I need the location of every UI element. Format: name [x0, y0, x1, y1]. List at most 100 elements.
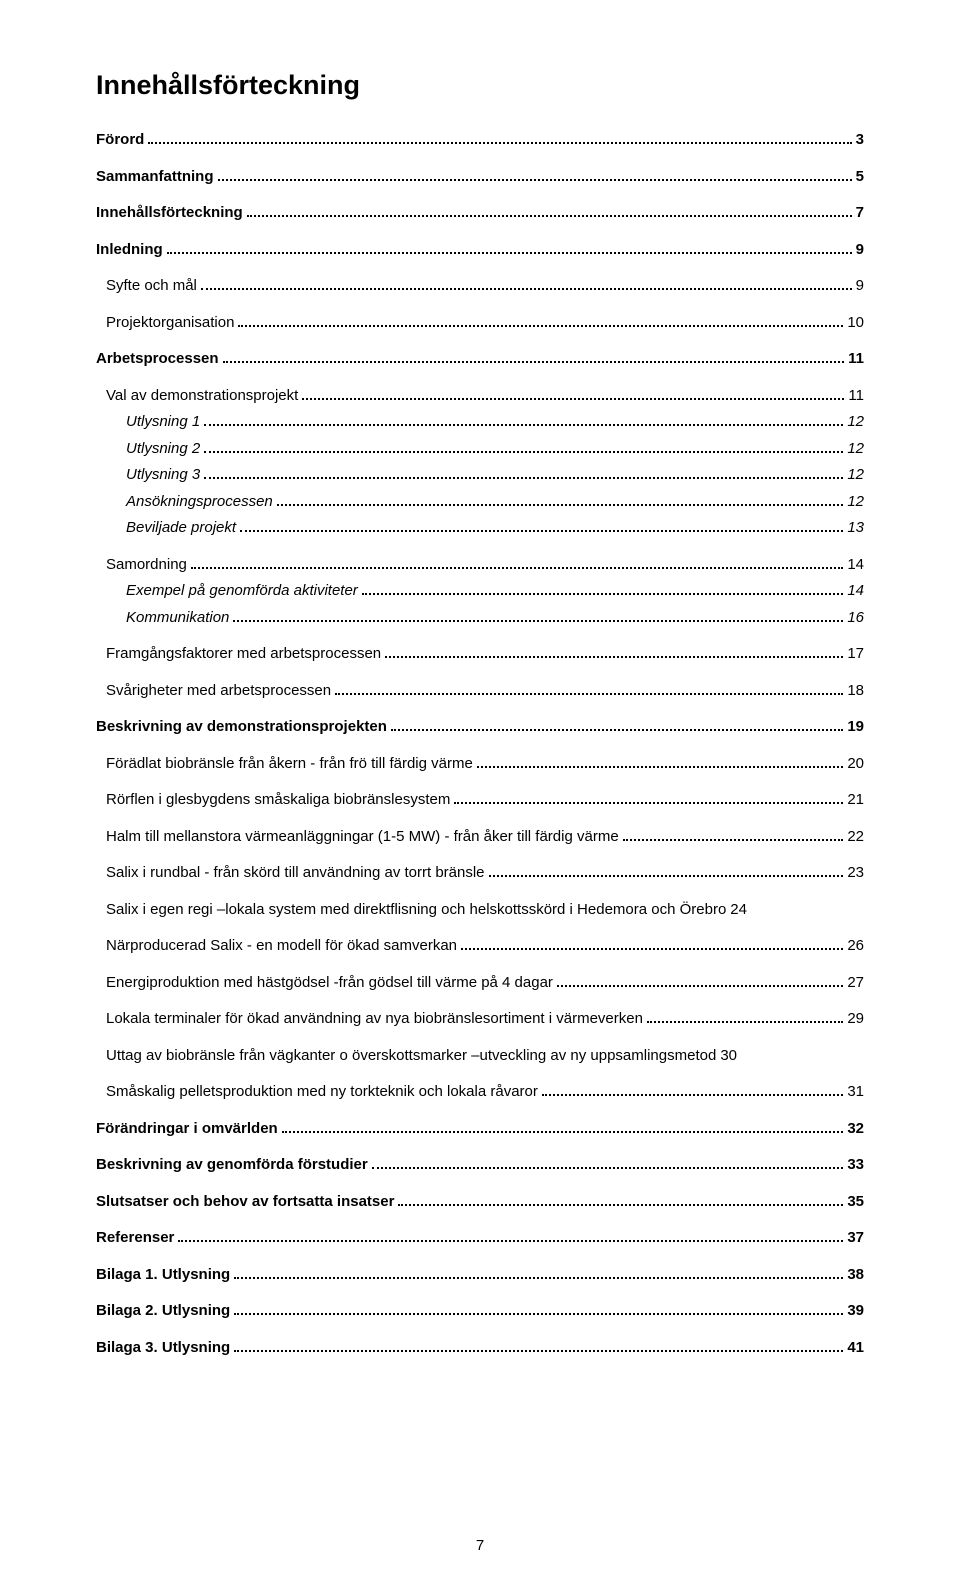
- toc-entry-page: 32: [847, 1118, 864, 1141]
- toc-entry-page: 14: [847, 580, 864, 603]
- toc-leader: [398, 1193, 843, 1206]
- toc-leader: [233, 609, 843, 622]
- toc-leader: [477, 755, 843, 768]
- toc-entry: Bilaga 1. Utlysning38: [96, 1264, 864, 1287]
- toc-entry-label: Arbetsprocessen: [96, 348, 219, 371]
- toc-leader: [178, 1229, 843, 1242]
- toc-leader: [302, 387, 844, 400]
- toc-entry-page: 29: [847, 1008, 864, 1031]
- toc-entry: Exempel på genomförda aktiviteter 14: [96, 580, 864, 603]
- toc-leader: [238, 314, 843, 327]
- toc-entry-label: Förändringar i omvärlden: [96, 1118, 278, 1141]
- toc-entry: Beskrivning av genomförda förstudier33: [96, 1154, 864, 1177]
- toc-entry-label: Beskrivning av demonstrationsprojekten: [96, 716, 387, 739]
- page-title: Innehållsförteckning: [96, 70, 864, 101]
- toc-entry-page: 33: [847, 1154, 864, 1177]
- toc-entry: Förord3: [96, 129, 864, 152]
- toc-entry-page: 26: [847, 935, 864, 958]
- toc-entry-page: 22: [847, 826, 864, 849]
- toc-entry: Energiproduktion med hästgödsel -från gö…: [96, 972, 864, 995]
- toc-entry-page: 35: [847, 1191, 864, 1214]
- toc-entry: Projektorganisation10: [96, 312, 864, 335]
- toc-leader: [489, 864, 844, 877]
- toc-entry-page: 39: [847, 1300, 864, 1323]
- toc-entry: Slutsatser och behov av fortsatta insats…: [96, 1191, 864, 1214]
- toc-entry-page: 14: [847, 554, 864, 577]
- toc-entry-label: Exempel på genomförda aktiviteter: [126, 580, 358, 603]
- toc-entry: Innehållsförteckning7: [96, 202, 864, 225]
- toc-leader: [234, 1266, 843, 1279]
- toc-leader: [234, 1302, 843, 1315]
- toc-entry-page: 21: [847, 789, 864, 812]
- toc-leader: [557, 974, 843, 987]
- toc-leader: [234, 1339, 843, 1352]
- toc-leader: [191, 556, 843, 569]
- toc-entry-page: 13: [847, 517, 864, 540]
- toc-entry-page: 20: [847, 753, 864, 776]
- toc-leader: [148, 131, 851, 144]
- toc-entry-page: 41: [847, 1337, 864, 1360]
- toc-leader: [204, 413, 843, 426]
- toc-entry: Beviljade projekt 13: [96, 517, 864, 540]
- toc-entry-label: Referenser: [96, 1227, 174, 1250]
- toc-entry-label: Beviljade projekt: [126, 517, 236, 540]
- toc-leader: [247, 204, 852, 217]
- toc-entry-label: Förädlat biobränsle från åkern - från fr…: [106, 753, 473, 776]
- toc-entry: Utlysning 1 12: [96, 411, 864, 434]
- toc-entry: Förändringar i omvärlden 32: [96, 1118, 864, 1141]
- toc-entry: Referenser37: [96, 1227, 864, 1250]
- toc-entry-label: Bilaga 2. Utlysning: [96, 1300, 230, 1323]
- toc-entry: Utlysning 312: [96, 464, 864, 487]
- toc-entry: Lokala terminaler för ökad användning av…: [96, 1008, 864, 1031]
- toc-entry: Syfte och mål9: [96, 275, 864, 298]
- toc-entry-page: 5: [856, 166, 864, 189]
- toc-leader: [277, 493, 844, 506]
- toc-entry-label: Förord: [96, 129, 144, 152]
- toc-entry-page: 31: [847, 1081, 864, 1104]
- toc-entry-label: Kommunikation: [126, 607, 229, 630]
- toc-entry: Framgångsfaktorer med arbetsprocessen17: [96, 643, 864, 666]
- toc-entry-page: 9: [856, 239, 864, 262]
- toc-entry-label: Energiproduktion med hästgödsel -från gö…: [106, 972, 553, 995]
- toc-leader: [372, 1156, 844, 1169]
- toc-entry-page: 10: [847, 312, 864, 335]
- toc-entry-label: Utlysning 2: [126, 438, 200, 461]
- toc-entry-label: Närproducerad Salix - en modell för ökad…: [106, 935, 457, 958]
- toc-leader: [201, 277, 852, 290]
- toc-leader: [167, 241, 852, 254]
- toc-entry-label: Val av demonstrationsprojekt: [106, 385, 298, 408]
- toc-entry-label: Utlysning 3: [126, 464, 200, 487]
- toc-entry-label: Bilaga 3. Utlysning: [96, 1337, 230, 1360]
- toc-entry: Sammanfattning5: [96, 166, 864, 189]
- toc-entry-page: 30: [720, 1045, 737, 1068]
- page-number: 7: [0, 1537, 960, 1554]
- toc-entry-label: Salix i rundbal - från skörd till använd…: [106, 862, 485, 885]
- toc-entry-label: Uttag av biobränsle från vägkanter o öve…: [106, 1045, 716, 1068]
- table-of-contents: Förord3 Sammanfattning5 Innehållsförteckni…: [96, 129, 864, 1359]
- toc-entry: Närproducerad Salix - en modell för ökad…: [96, 935, 864, 958]
- toc-entry: Arbetsprocessen11: [96, 348, 864, 371]
- toc-entry-label: Innehållsförteckning: [96, 202, 243, 225]
- toc-entry: Beskrivning av demonstrationsprojekten19: [96, 716, 864, 739]
- toc-entry: Förädlat biobränsle från åkern - från fr…: [96, 753, 864, 776]
- toc-entry-page: 23: [847, 862, 864, 885]
- toc-entry-page: 27: [847, 972, 864, 995]
- toc-entry-label: Slutsatser och behov av fortsatta insats…: [96, 1191, 394, 1214]
- toc-entry-label: Bilaga 1. Utlysning: [96, 1264, 230, 1287]
- toc-entry-label: Utlysning 1: [126, 411, 200, 434]
- toc-entry: Salix i rundbal - från skörd till använd…: [96, 862, 864, 885]
- toc-entry-label: Halm till mellanstora värmeanläggningar …: [106, 826, 619, 849]
- toc-leader: [391, 718, 843, 731]
- toc-entry: Uttag av biobränsle från vägkanter o öve…: [96, 1045, 864, 1068]
- toc-entry: Svårigheter med arbetsprocessen18: [96, 680, 864, 703]
- toc-entry: Samordning14: [96, 554, 864, 577]
- toc-entry-page: 12: [847, 411, 864, 434]
- toc-entry-label: Lokala terminaler för ökad användning av…: [106, 1008, 643, 1031]
- toc-entry-page: 18: [847, 680, 864, 703]
- toc-leader: [204, 440, 843, 453]
- toc-leader: [218, 168, 852, 181]
- toc-entry-page: 9: [856, 275, 864, 298]
- toc-entry: Rörflen i glesbygdens småskaliga biobrän…: [96, 789, 864, 812]
- toc-leader: [204, 466, 843, 479]
- toc-leader: [385, 645, 843, 658]
